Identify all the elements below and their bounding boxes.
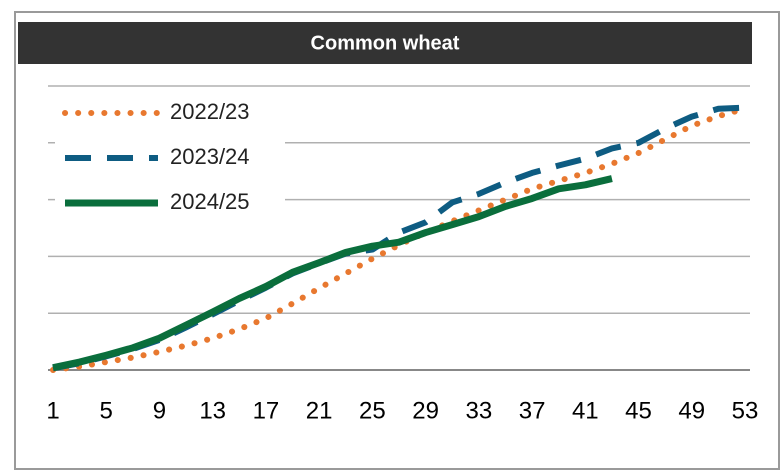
legend-label: 2024/25 [170, 189, 250, 214]
legend-label: 2023/24 [170, 144, 250, 169]
x-tick-label: 49 [678, 397, 705, 424]
x-tick-label: 9 [153, 397, 166, 424]
x-tick-label: 25 [359, 397, 386, 424]
data-line [50, 105, 748, 373]
x-tick-label: 41 [572, 397, 599, 424]
x-tick-label: 37 [519, 397, 546, 424]
data-line [52, 175, 613, 372]
x-tick-label: 1 [46, 397, 59, 424]
x-tick-label: 5 [100, 397, 113, 424]
chart-title: Common wheat [311, 32, 460, 54]
title-bar [18, 22, 752, 64]
x-tick-label: 29 [412, 397, 439, 424]
x-tick-label: 13 [199, 397, 226, 424]
x-tick-label: 21 [306, 397, 333, 424]
x-tick-label: 45 [625, 397, 652, 424]
legend-label: 2022/23 [170, 99, 250, 124]
legend-bg [55, 138, 285, 178]
x-tick-label: 53 [732, 397, 759, 424]
x-tick-label: 33 [465, 397, 492, 424]
x-tick-label: 17 [253, 397, 280, 424]
